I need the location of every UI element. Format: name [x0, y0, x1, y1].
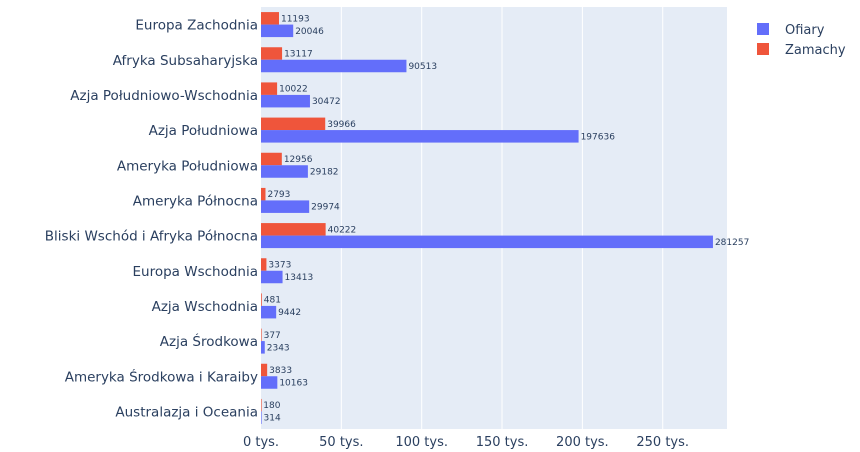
bar-ofiary[interactable] [261, 305, 277, 319]
data-label-ofiary: 197636 [581, 132, 616, 142]
data-label-zamachy: 13117 [284, 50, 313, 60]
legend-label-zamachy[interactable]: Zamachy [785, 43, 846, 58]
data-label-zamachy: 180 [263, 401, 280, 411]
data-label-zamachy: 39966 [327, 120, 356, 130]
category-label: Ameryka Południowa [117, 158, 258, 174]
bar-zamachy[interactable] [261, 398, 262, 412]
category-label: Azja Południowa [149, 123, 258, 139]
data-label-zamachy: 3373 [268, 261, 291, 271]
data-label-ofiary: 2343 [267, 343, 290, 353]
data-label-ofiary: 314 [264, 414, 281, 424]
data-label-zamachy: 377 [264, 331, 281, 341]
category-label: Ameryka Północna [133, 193, 258, 209]
bar-zamachy[interactable] [261, 293, 262, 306]
gridlines [340, 7, 664, 429]
bar-ofiary[interactable] [261, 59, 407, 73]
bar-ofiary[interactable] [261, 165, 308, 178]
data-label-ofiary: 30472 [312, 97, 341, 107]
category-label: Azja Wschodnia [152, 299, 258, 315]
x-tick-label: 150 tys. [476, 435, 529, 450]
bar-zamachy[interactable] [261, 328, 262, 342]
bars [261, 12, 713, 424]
data-label-zamachy: 10022 [279, 85, 308, 95]
bar-zamachy[interactable] [261, 258, 267, 271]
bar-ofiary[interactable] [261, 270, 283, 284]
category-label: Azja Środkowa [160, 332, 258, 350]
bar-zamachy[interactable] [261, 363, 268, 377]
bar-zamachy[interactable] [261, 82, 278, 95]
bar-zamachy[interactable] [261, 187, 266, 201]
bar-zamachy[interactable] [261, 47, 283, 60]
category-label: Ameryka Środkowa i Karaiby [65, 367, 258, 385]
category-label: Europa Zachodnia [135, 18, 258, 34]
bar-ofiary[interactable] [261, 235, 713, 249]
data-label-ofiary: 10163 [279, 379, 308, 389]
category-label: Australazja i Oceania [115, 404, 258, 420]
data-label-ofiary: 29182 [310, 168, 339, 178]
bar-ofiary[interactable] [261, 200, 310, 213]
category-label: Europa Wschodnia [132, 264, 258, 280]
data-labels: 11193 20046 13117 90513 10022 30472 39966 19763… [263, 14, 749, 423]
data-label-ofiary: 13413 [285, 273, 314, 283]
x-tick-label: 0 tys. [243, 435, 279, 450]
bar-ofiary[interactable] [261, 411, 262, 424]
bar-zamachy[interactable] [261, 12, 279, 25]
category-label: Afryka Subsaharyjska [113, 53, 258, 69]
bar-ofiary[interactable] [261, 376, 278, 389]
data-label-ofiary: 20046 [295, 27, 324, 37]
legend-swatch-ofiary[interactable] [757, 23, 769, 35]
data-label-zamachy: 12956 [284, 155, 313, 165]
data-label-zamachy: 3833 [269, 366, 292, 376]
legend[interactable]: Ofiary Zamachy [757, 23, 846, 58]
category-label: Azja Południowo-Wschodnia [70, 88, 258, 104]
bar-ofiary[interactable] [261, 130, 579, 143]
x-tick-label: 50 tys. [319, 435, 363, 450]
legend-label-ofiary[interactable]: Ofiary [785, 23, 825, 38]
legend-swatch-zamachy[interactable] [757, 43, 769, 55]
bar-ofiary[interactable] [261, 94, 310, 108]
category-labels: Europa Zachodnia Afryka Subsaharyjska Azja… [45, 18, 258, 421]
category-label: Bliski Wschód i Afryka Północna [45, 229, 258, 245]
bar-ofiary[interactable] [261, 341, 265, 354]
data-label-ofiary: 90513 [408, 62, 437, 72]
data-label-zamachy: 2793 [267, 190, 290, 200]
plot-background [261, 7, 727, 429]
bar-ofiary[interactable] [261, 24, 294, 38]
x-tick-label: 100 tys. [395, 435, 448, 450]
x-axis-tick-labels: 0 tys. 50 tys. 100 tys. 150 tys. 200 tys. 250… [243, 435, 689, 450]
x-tick-label: 250 tys. [636, 435, 689, 450]
data-label-ofiary: 29974 [311, 203, 340, 213]
bar-zamachy[interactable] [261, 152, 282, 166]
bar-zamachy[interactable] [261, 223, 326, 236]
bar-zamachy[interactable] [261, 117, 326, 131]
data-label-zamachy: 11193 [281, 14, 310, 24]
x-tick-label: 200 tys. [556, 435, 609, 450]
data-label-zamachy: 481 [264, 296, 281, 306]
data-label-ofiary: 281257 [715, 238, 749, 248]
data-label-ofiary: 9442 [278, 308, 301, 318]
data-label-zamachy: 40222 [328, 225, 357, 235]
